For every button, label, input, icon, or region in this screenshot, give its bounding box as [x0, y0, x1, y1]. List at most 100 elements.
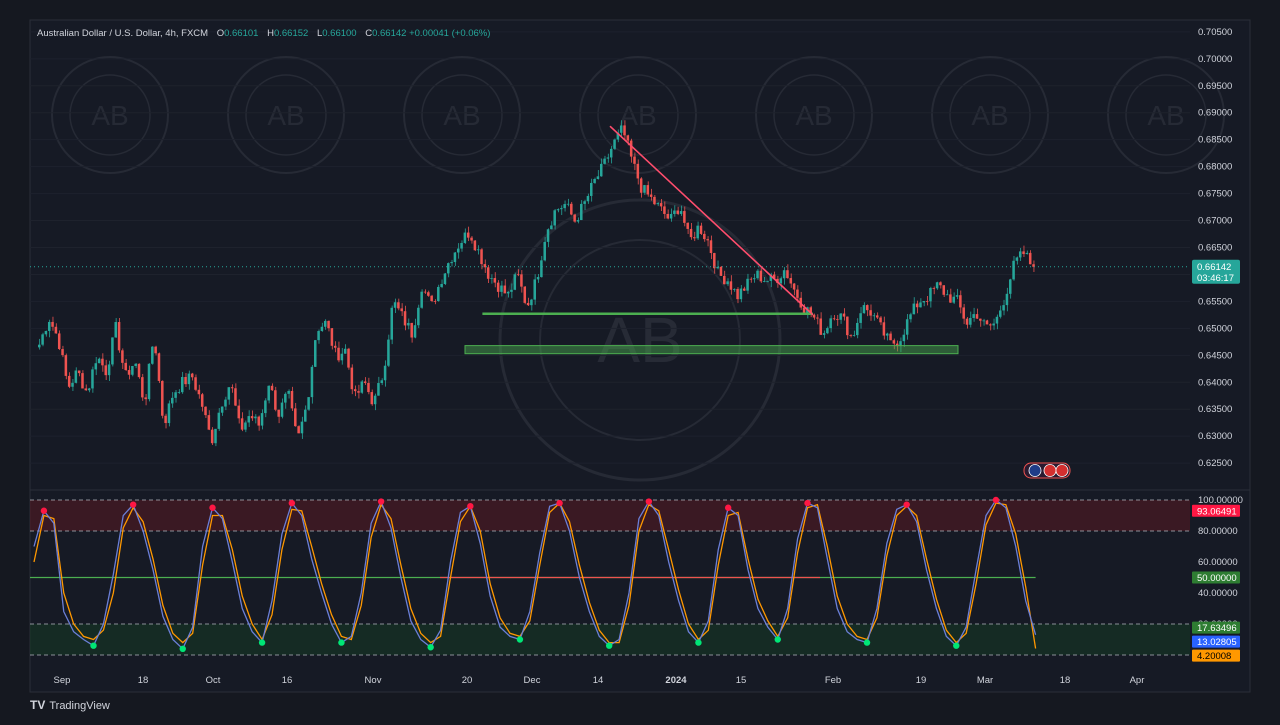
candle-body	[200, 394, 204, 407]
osc-high-marker	[556, 499, 563, 507]
candle-body	[234, 388, 237, 406]
candle-body	[826, 328, 829, 334]
candle-body	[387, 339, 390, 366]
candle-body	[540, 260, 543, 278]
osc-low-marker	[338, 639, 345, 646]
y-tick-label: 0.68000	[1198, 162, 1232, 173]
footer[interactable]: TV TradingView	[30, 698, 110, 712]
candle-body	[450, 262, 453, 264]
watermark-logo: AB	[795, 100, 832, 131]
candle-body	[174, 392, 177, 398]
candle-body	[866, 305, 869, 311]
candle-body	[822, 333, 826, 335]
legend-o-label: O	[216, 28, 225, 39]
x-tick-label: 19	[916, 675, 927, 686]
watermark-seal-inner	[69, 74, 151, 156]
candle-body	[583, 201, 586, 204]
candle-body	[979, 318, 982, 321]
candle-body	[44, 330, 48, 335]
osc-value-tag	[1192, 504, 1240, 517]
symbol-legend: Australian Dollar / U.S. Dollar, 4h, FXC…	[37, 28, 490, 39]
candle-body	[989, 324, 992, 326]
candle-body	[959, 295, 962, 308]
candle-body	[590, 182, 593, 196]
x-tick-label: 18	[138, 675, 149, 686]
candle-body	[330, 328, 334, 346]
x-tick-label: 16	[282, 675, 293, 686]
candle-body	[696, 225, 699, 239]
candle-body	[377, 383, 380, 396]
candle-body	[390, 307, 394, 340]
candle-body	[476, 249, 480, 251]
candle-body	[812, 314, 816, 318]
candle-body	[746, 278, 749, 291]
candle-body	[513, 274, 517, 290]
osc-low-marker	[179, 645, 186, 652]
candle-body	[47, 321, 51, 331]
candle-body	[214, 428, 217, 444]
legend-high: 0.66152	[273, 28, 309, 39]
candle-body	[1012, 260, 1015, 280]
candle-body	[240, 418, 244, 430]
candle-body	[786, 270, 789, 279]
candle-body	[180, 376, 184, 393]
watermark-seal-inner	[773, 74, 855, 156]
candle-body	[247, 416, 251, 423]
candle-body	[836, 319, 839, 320]
candle-body	[912, 303, 916, 315]
candle-body	[417, 307, 420, 326]
candle-body	[393, 302, 397, 308]
osc-low-marker	[605, 642, 613, 649]
osc-value-label: 4.20008	[1197, 651, 1231, 662]
candle-body	[456, 248, 460, 253]
candle-body	[679, 211, 683, 214]
watermark-big-seal-inner	[539, 239, 741, 441]
candle-body	[882, 322, 886, 336]
candle-body	[297, 426, 300, 434]
candle-body	[327, 320, 330, 329]
candle-body	[466, 232, 470, 238]
y-tick-label: 0.62500	[1198, 458, 1232, 469]
candle-body	[254, 416, 257, 419]
candle-body	[71, 382, 74, 387]
candle-body	[546, 229, 550, 242]
candle-body	[530, 299, 533, 306]
candle-body	[739, 288, 743, 300]
candle-body	[220, 406, 224, 413]
osc-y-tick-label: 40.00000	[1198, 588, 1238, 599]
candle-body	[792, 283, 796, 290]
candle-body	[427, 292, 430, 296]
candle-body	[210, 429, 214, 444]
osc-low-marker	[427, 644, 434, 651]
osc-low-marker	[516, 636, 524, 643]
candle-body	[726, 281, 729, 285]
candle-body	[1018, 251, 1022, 258]
candle-body	[447, 263, 450, 274]
candle-body	[101, 358, 104, 366]
candle-body	[766, 280, 769, 282]
candle-body	[64, 355, 68, 376]
candle-body	[756, 270, 759, 279]
legend-low: 0.66100	[322, 28, 357, 39]
candle-body	[67, 375, 71, 387]
candle-body	[772, 274, 776, 279]
watermark-big-seal	[498, 198, 782, 482]
candle-body	[723, 275, 726, 285]
osc-y-tick-label: 100.00000	[1198, 495, 1243, 506]
candle-body	[1028, 252, 1032, 265]
candle-body	[816, 317, 819, 319]
y-tick-label: 0.69500	[1198, 81, 1232, 92]
candle-body	[566, 203, 570, 205]
candle-body	[117, 322, 121, 351]
candle-body	[430, 295, 433, 301]
candle-body	[819, 318, 822, 335]
osc-value-label: 93.06491	[1197, 506, 1237, 517]
candle-body	[423, 291, 427, 293]
candle-body	[633, 156, 636, 164]
candle-body	[573, 214, 576, 222]
candle-body	[407, 322, 410, 326]
candle-body	[480, 249, 483, 265]
flag-icons[interactable]	[1023, 462, 1071, 479]
